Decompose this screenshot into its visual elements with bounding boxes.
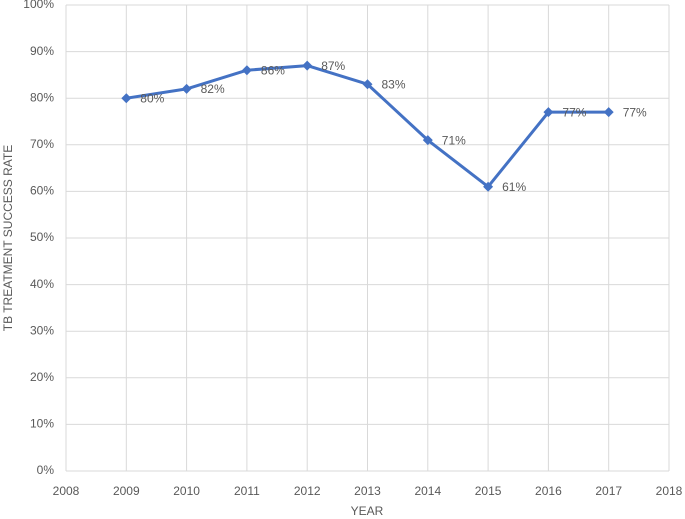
marker (603, 107, 614, 118)
x-tick-label: 2012 (294, 484, 321, 498)
x-tick-label: 2014 (414, 484, 441, 498)
marker (181, 83, 192, 94)
data-label: 87% (321, 59, 345, 73)
marker (241, 65, 252, 76)
x-tick-label: 2011 (234, 484, 260, 498)
data-label: 82% (201, 82, 225, 96)
marker (543, 107, 554, 118)
marker (422, 135, 433, 146)
y-tick-label: 0% (37, 463, 55, 477)
x-tick-label: 2010 (173, 484, 200, 498)
x-tick-label: 2017 (595, 484, 622, 498)
y-tick-label: 10% (30, 417, 54, 431)
x-tick-label: 2009 (113, 484, 140, 498)
x-tick-label: 2016 (535, 484, 562, 498)
y-tick-label: 20% (30, 370, 54, 384)
x-tick-label: 2008 (53, 484, 80, 498)
data-label: 86% (261, 63, 285, 77)
y-tick-label: 100% (23, 0, 54, 11)
x-tick-label: 2013 (354, 484, 381, 498)
y-tick-label: 70% (30, 137, 54, 151)
x-axis-title: YEAR (351, 504, 384, 518)
marker (483, 181, 494, 192)
y-tick-label: 30% (30, 323, 54, 337)
y-tick-label: 40% (30, 277, 54, 291)
y-axis-title: TB TREATMENT SUCCESS RATE (1, 145, 15, 331)
y-tick-label: 90% (30, 44, 54, 58)
y-tick-label: 50% (30, 230, 54, 244)
data-label: 77% (562, 105, 586, 119)
marker (362, 79, 373, 90)
data-label: 83% (382, 77, 406, 91)
data-label: 71% (442, 133, 466, 147)
marker (302, 60, 313, 71)
x-tick-label: 2018 (656, 484, 683, 498)
data-label: 80% (140, 91, 164, 105)
data-label: 61% (502, 180, 526, 194)
y-tick-label: 60% (30, 184, 54, 198)
x-tick-label: 2015 (475, 484, 502, 498)
y-tick-label: 80% (30, 90, 54, 104)
marker (121, 93, 132, 104)
data-label: 77% (623, 105, 647, 119)
